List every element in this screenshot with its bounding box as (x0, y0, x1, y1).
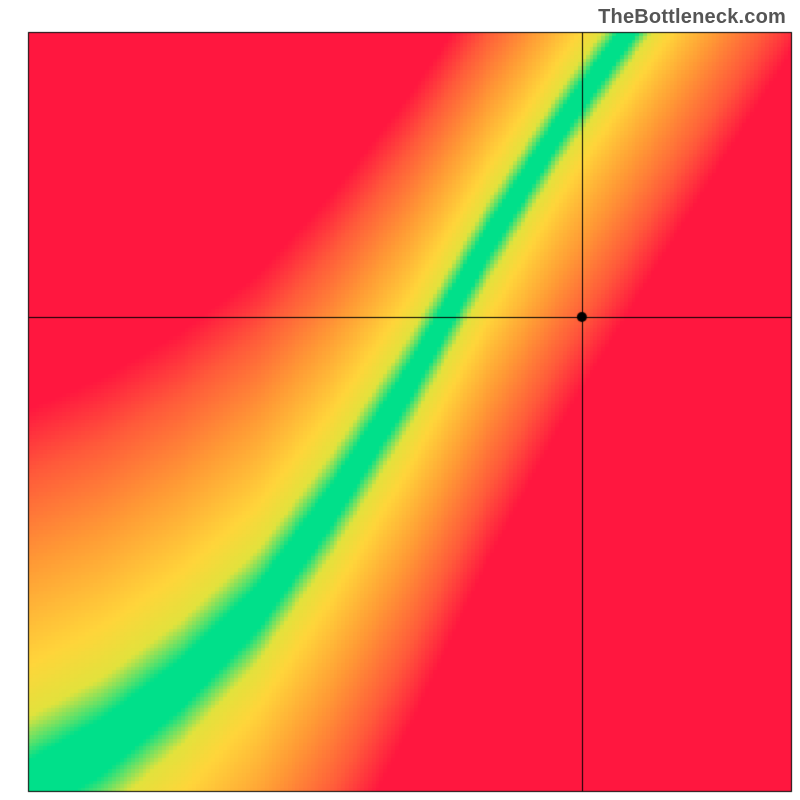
chart-container: TheBottleneck.com (0, 0, 800, 800)
watermark-text: TheBottleneck.com (598, 6, 786, 29)
heatmap-canvas (0, 0, 800, 800)
